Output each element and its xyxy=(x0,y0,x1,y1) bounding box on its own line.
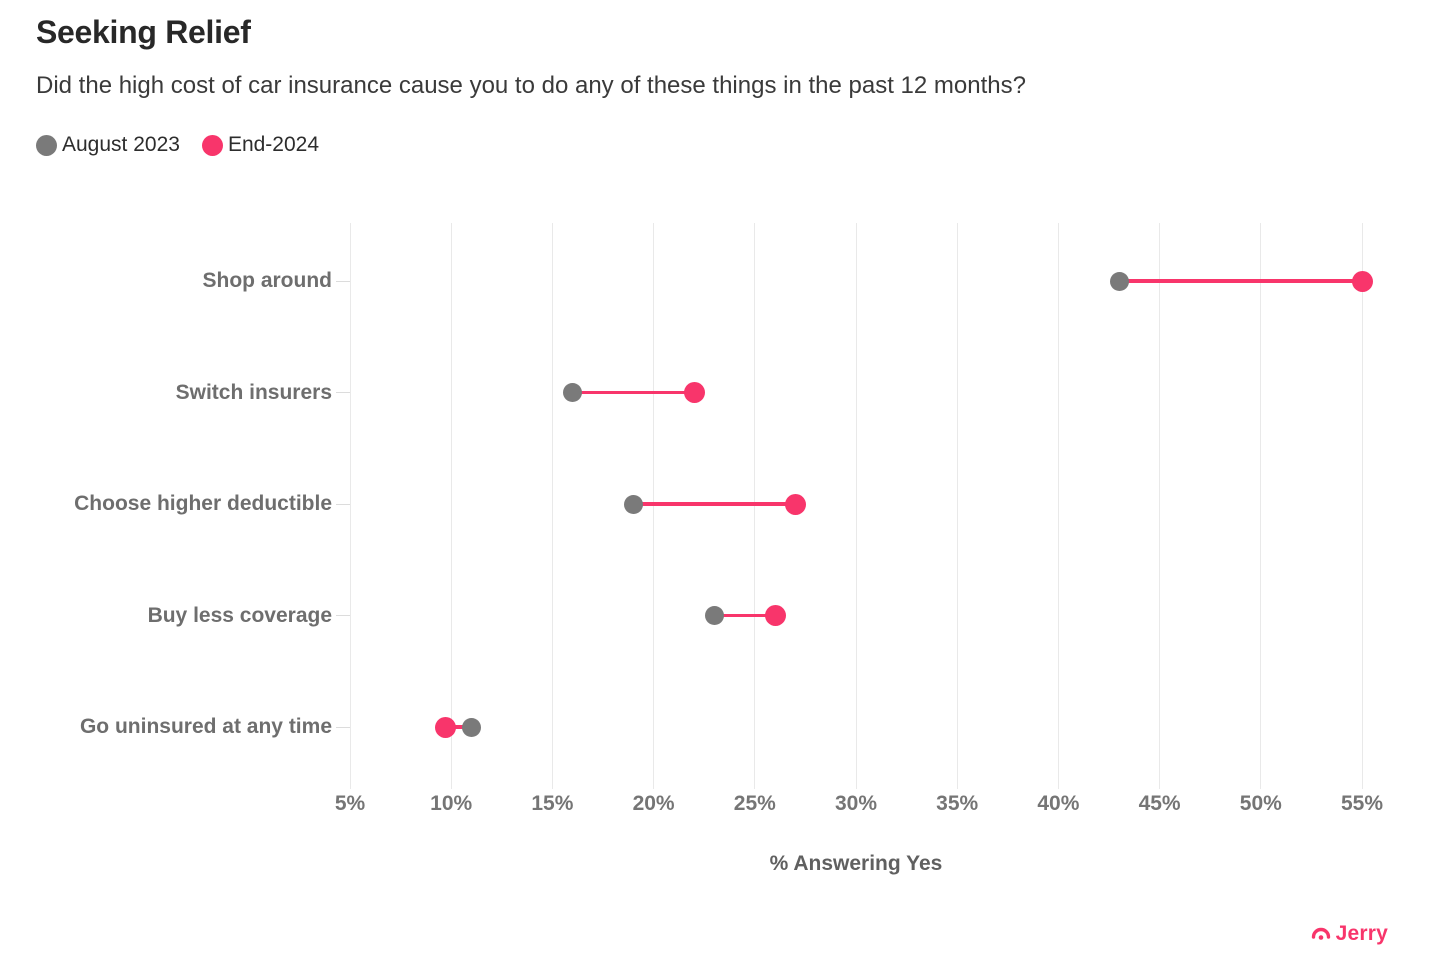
legend-item-end-2024: End-2024 xyxy=(201,133,320,157)
dumbbell-connector xyxy=(1119,279,1362,283)
gridline-45% xyxy=(1159,223,1161,789)
dumbbell-connector xyxy=(633,502,796,506)
legend: August 2023 End-2024 xyxy=(36,133,319,157)
category-label: Shop around xyxy=(202,269,333,292)
x-tick-label: 55% xyxy=(1340,792,1384,815)
chart-title: Seeking Relief xyxy=(36,14,251,50)
category-label: Choose higher deductible xyxy=(74,492,332,515)
data-dot-august-2023 xyxy=(461,717,481,737)
x-axis-title: % Answering Yes xyxy=(769,852,943,875)
data-dot-august-2023 xyxy=(623,494,643,514)
y-axis-tick xyxy=(336,280,350,282)
gridline-30% xyxy=(855,223,857,789)
y-axis-tick xyxy=(336,503,350,505)
x-tick-label: 35% xyxy=(936,792,979,815)
gridline-35% xyxy=(956,223,958,789)
dumbbell-connector xyxy=(445,725,472,729)
x-tick-label: 10% xyxy=(430,792,473,815)
x-tick-label: 50% xyxy=(1239,792,1282,815)
x-tick-label: 40% xyxy=(1037,792,1080,815)
legend-item-august-2023: August 2023 xyxy=(36,133,180,157)
x-tick-label: 15% xyxy=(531,792,574,815)
gridline-55% xyxy=(1361,223,1363,789)
gridline-20% xyxy=(653,223,655,789)
data-dot-end-2024 xyxy=(784,493,806,515)
dumbbell-connector xyxy=(714,613,776,618)
data-dot-end-2024 xyxy=(1351,270,1373,292)
gridline-50% xyxy=(1260,223,1262,789)
category-label: Go uninsured at any time xyxy=(79,715,332,738)
data-dot-august-2023 xyxy=(704,606,724,625)
chart-subtitle: Did the high cost of car insurance cause… xyxy=(36,72,1026,99)
data-dot-end-2024 xyxy=(764,605,786,626)
data-dot-end-2024 xyxy=(683,382,705,403)
legend-label: August 2023 xyxy=(62,133,180,156)
x-tick-label: 20% xyxy=(632,792,675,815)
gridline-5% xyxy=(349,223,351,789)
data-dot-august-2023 xyxy=(563,383,583,402)
legend-label: End-2024 xyxy=(227,133,320,156)
jerry-arc-icon xyxy=(1311,927,1330,940)
gridline-40% xyxy=(1057,223,1059,789)
y-axis-tick xyxy=(336,392,350,393)
jerry-logo: Jerry xyxy=(1310,922,1388,946)
x-tick-label: 25% xyxy=(733,792,776,815)
y-axis-tick xyxy=(336,615,350,616)
data-dot-august-2023 xyxy=(1109,271,1129,291)
gridline-15% xyxy=(551,223,553,789)
category-label: Switch insurers xyxy=(175,380,332,404)
gridline-10% xyxy=(450,223,452,789)
y-axis-tick xyxy=(336,726,350,728)
jerry-logo-text: Jerry xyxy=(1335,922,1388,945)
x-tick-label: 45% xyxy=(1138,792,1181,815)
x-tick-label: 5% xyxy=(334,792,366,815)
legend-dot-pink-icon xyxy=(201,134,223,156)
category-label: Buy less coverage xyxy=(147,603,332,627)
gridline-25% xyxy=(754,223,756,789)
data-dot-end-2024 xyxy=(434,716,456,738)
legend-dot-gray-icon xyxy=(36,134,57,156)
x-tick-label: 30% xyxy=(834,792,878,815)
dumbbell-connector xyxy=(572,390,695,395)
